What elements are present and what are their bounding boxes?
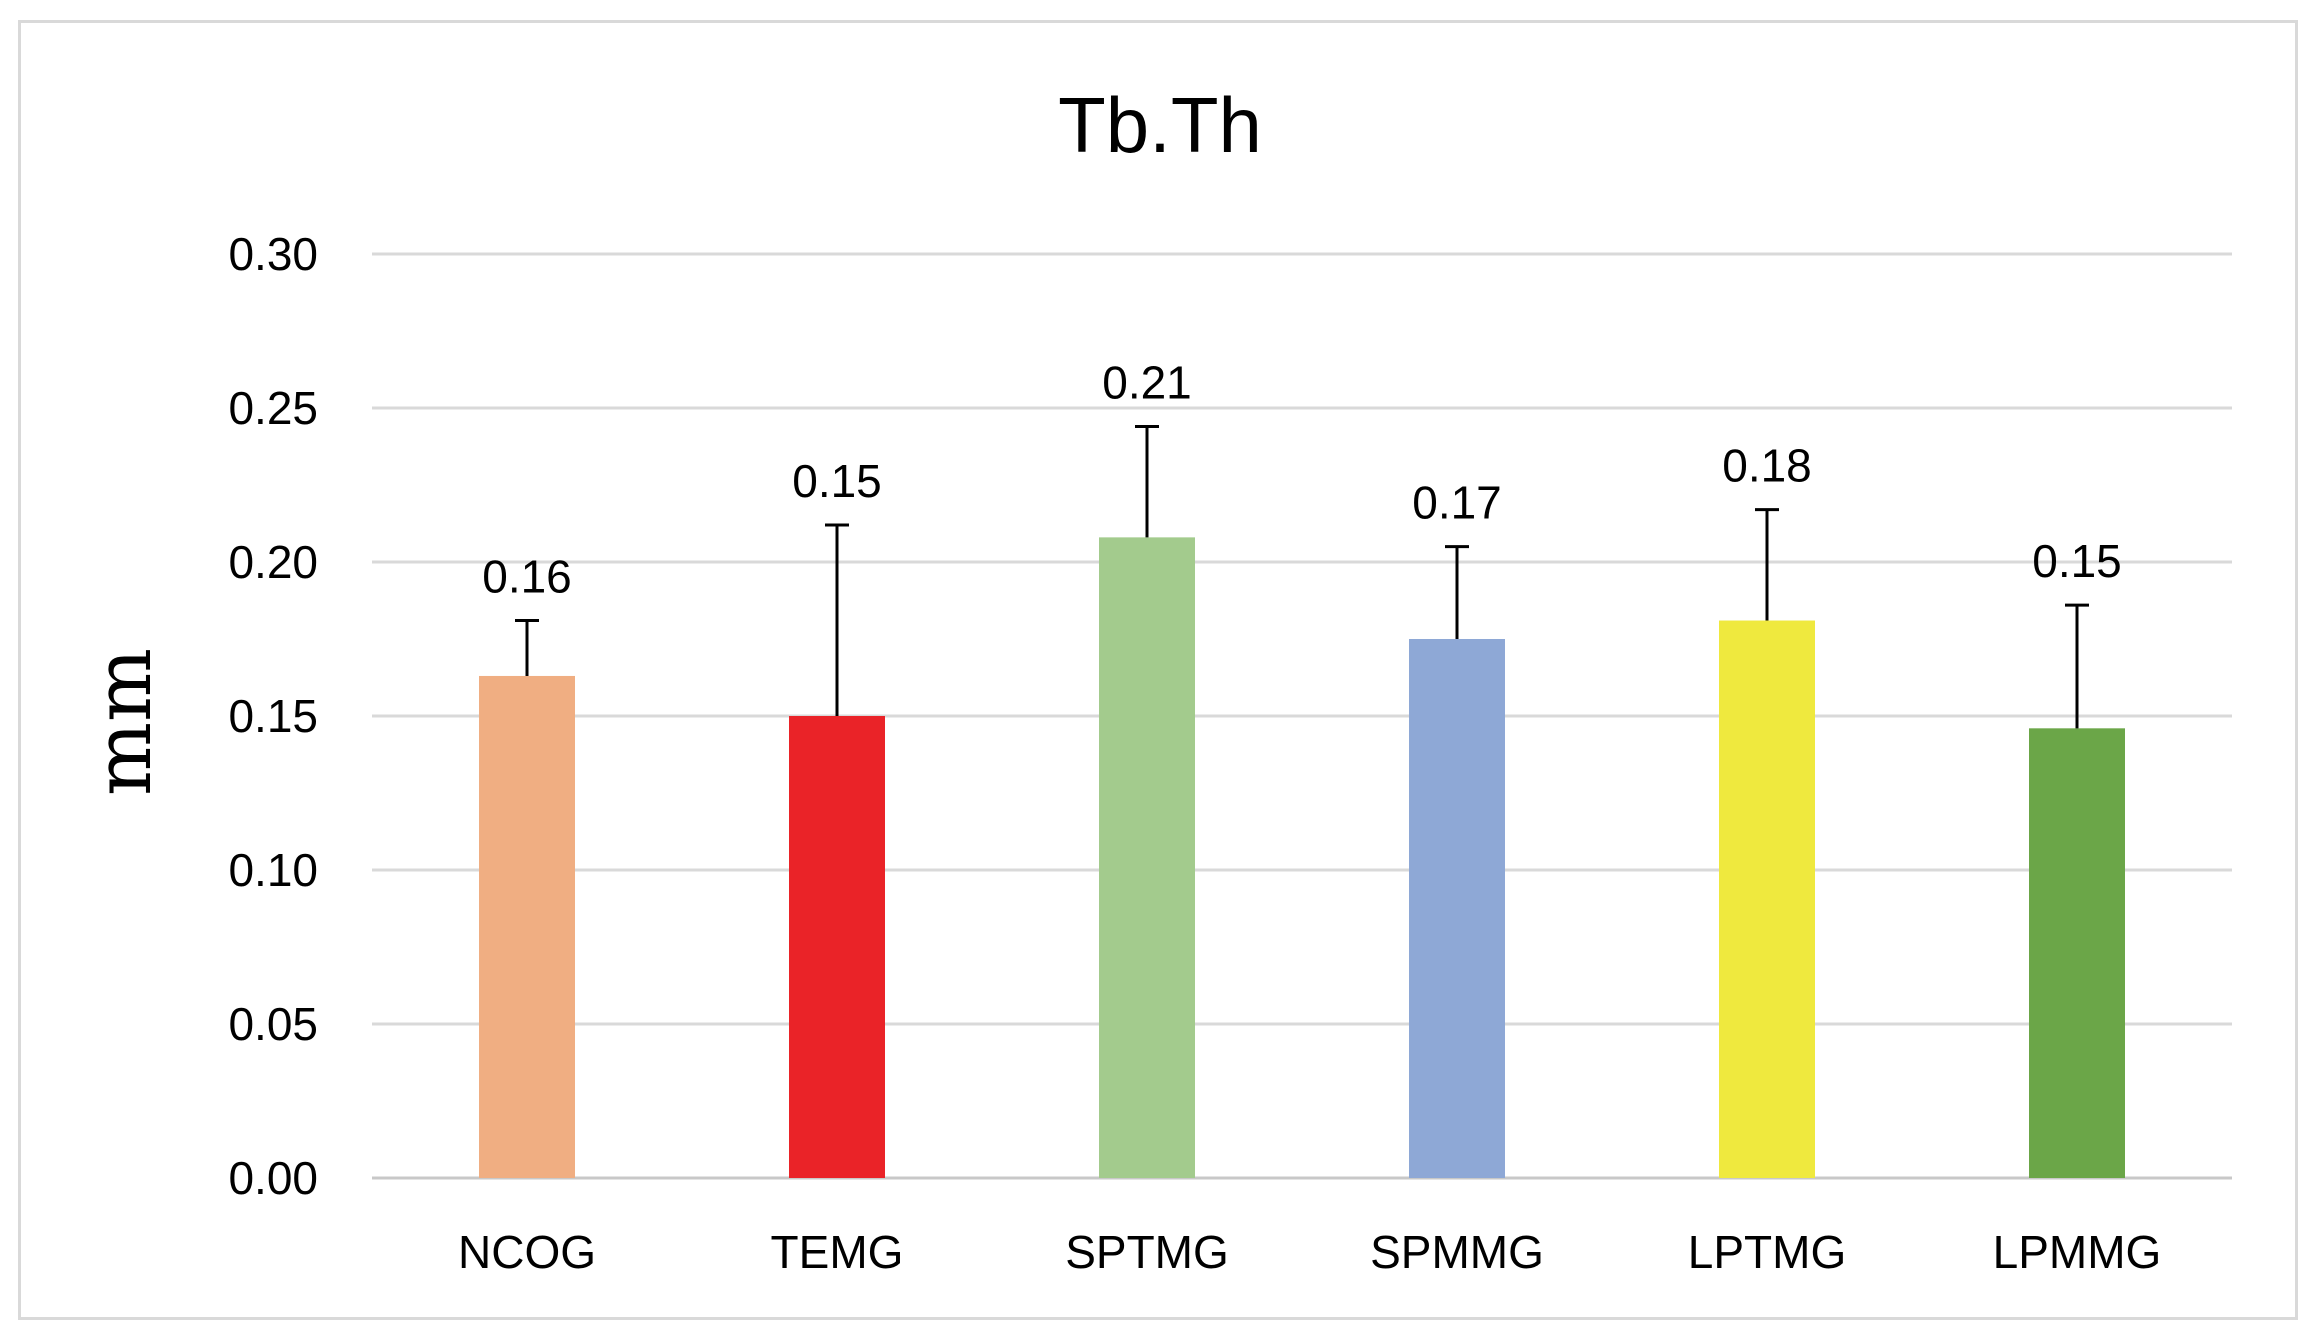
error-bar-temg: [825, 523, 849, 716]
x-tick-label-spmmg: SPMMG: [1370, 1226, 1544, 1278]
data-label-ncog: 0.16: [482, 551, 572, 603]
data-label-sptmg: 0.21: [1102, 356, 1192, 408]
y-tick-label: 0.30: [228, 228, 318, 280]
data-label-temg: 0.15: [792, 455, 882, 507]
error-bars: [515, 424, 2089, 729]
x-tick-label-ncog: NCOG: [458, 1226, 596, 1278]
chart-title: Tb.Th: [1058, 81, 1262, 169]
y-tick-label: 0.15: [228, 690, 318, 742]
x-tick-label-sptmg: SPTMG: [1065, 1226, 1229, 1278]
error-bar-lptmg: [1755, 508, 1779, 621]
y-tick-label: 0.05: [228, 998, 318, 1050]
x-tick-label-lptmg: LPTMG: [1688, 1226, 1846, 1278]
y-tick-label: 0.10: [228, 844, 318, 896]
data-label-lpmmg: 0.15: [2032, 535, 2122, 587]
y-axis-title: mm: [79, 648, 169, 796]
y-tick-label: 0.25: [228, 382, 318, 434]
error-bar-sptmg: [1135, 424, 1159, 538]
bar-temg: [789, 716, 885, 1178]
gridlines: [372, 252, 2232, 1180]
data-label-spmmg: 0.17: [1412, 477, 1502, 529]
error-bar-lpmmg: [2065, 603, 2089, 729]
x-tick-label-temg: TEMG: [771, 1226, 904, 1278]
bar-spmmg: [1409, 639, 1505, 1178]
data-label-lptmg: 0.18: [1722, 440, 1812, 492]
y-axis-ticks: 0.00 0.05 0.10 0.15 0.20 0.25 0.30: [228, 228, 318, 1204]
error-bar-spmmg: [1445, 545, 1469, 639]
error-bar-ncog: [515, 619, 539, 676]
y-tick-label: 0.20: [228, 536, 318, 588]
data-labels: 0.16 0.15 0.21 0.17 0.18 0.15: [482, 356, 2122, 602]
bar-ncog: [479, 675, 575, 1178]
y-tick-label: 0.00: [228, 1152, 318, 1204]
bars: [479, 537, 2125, 1178]
x-axis-categories: NCOG TEMG SPTMG SPMMG LPTMG LPMMG: [458, 1226, 2161, 1278]
bar-lptmg: [1719, 620, 1815, 1178]
bar-lpmmg: [2029, 728, 2125, 1178]
x-tick-label-lpmmg: LPMMG: [1993, 1226, 2162, 1278]
bar-sptmg: [1099, 537, 1195, 1178]
